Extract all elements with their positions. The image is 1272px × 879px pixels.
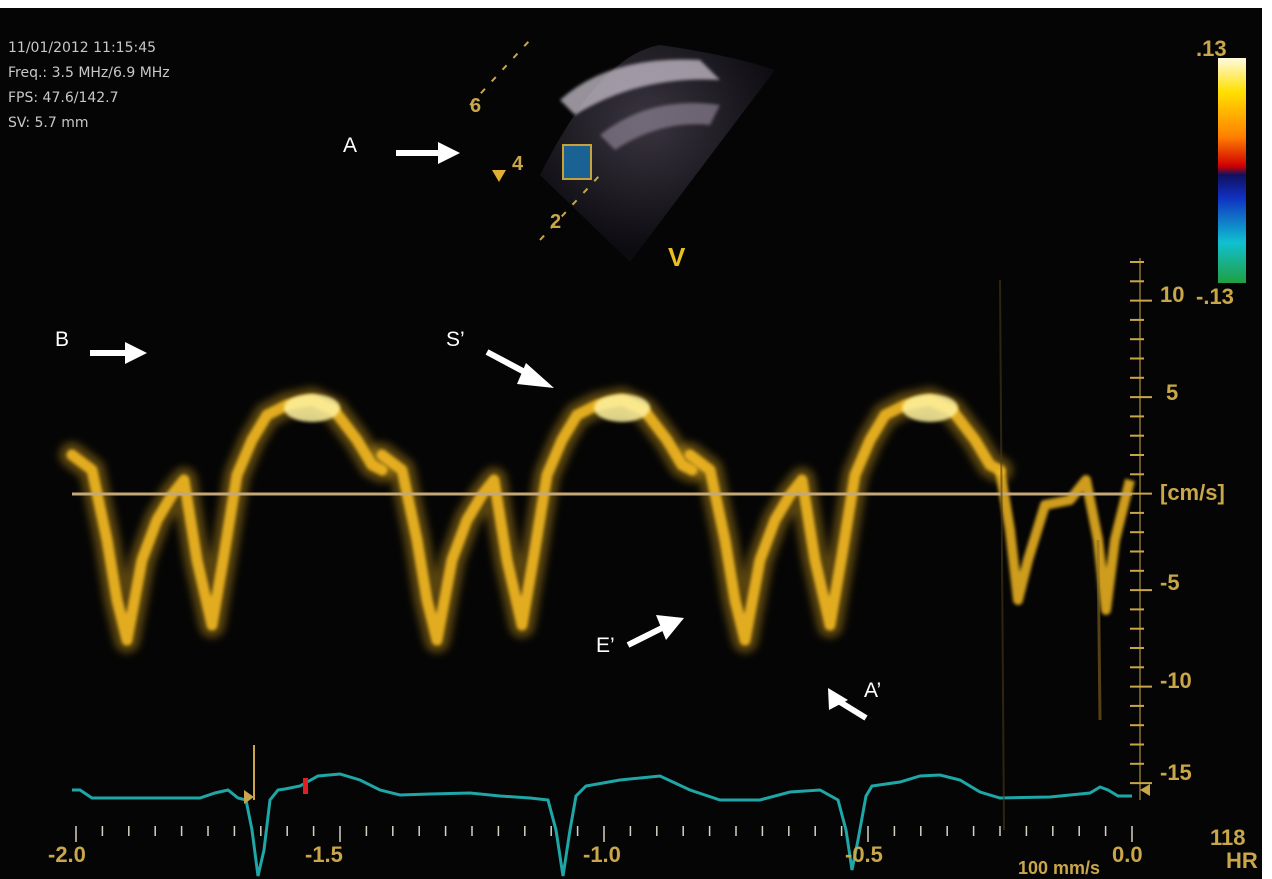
ecg-trace bbox=[72, 772, 1132, 877]
sample-volume-readout: SV: 5.7 mm bbox=[8, 115, 88, 131]
doppler-envelope-tail bbox=[995, 469, 1135, 615]
acquisition-datetime: 11/01/2012 11:15:45 bbox=[8, 40, 156, 56]
velocity-tick-neg10: -10 bbox=[1160, 668, 1192, 693]
focus-marker-icon bbox=[492, 170, 506, 182]
velocity-tick-neg15: -15 bbox=[1160, 760, 1192, 785]
systolic-peak-1 bbox=[284, 394, 340, 422]
arrow-e-prime-head-icon bbox=[656, 615, 684, 640]
sample-volume-box bbox=[562, 144, 592, 180]
depth-mark-2: 2 bbox=[550, 211, 561, 233]
artifact-line-2 bbox=[1096, 539, 1102, 721]
sector-echo-band bbox=[560, 59, 720, 115]
annotations: A B S’ E’ A’ bbox=[55, 134, 881, 721]
label-b: B bbox=[55, 328, 69, 351]
color-scale-top: .13 bbox=[1196, 36, 1227, 61]
arrow-e-prime-icon bbox=[626, 624, 666, 648]
arrow-a-head-icon bbox=[438, 142, 460, 164]
arrow-a-prime-icon bbox=[838, 699, 868, 721]
view-marker: V bbox=[668, 242, 686, 272]
fps-readout: FPS: 47.6/142.7 bbox=[8, 90, 119, 106]
depth-mark-4: 4 bbox=[512, 153, 524, 175]
velocity-tick-5: 5 bbox=[1166, 380, 1178, 405]
time-tick-neg1-5: -1.5 bbox=[305, 842, 343, 867]
time-axis: -2.0 -1.5 -1.0 -0.5 0.0 bbox=[48, 826, 1143, 867]
sector-echo-band-2 bbox=[600, 103, 720, 150]
depth-scale: 6 4 2 bbox=[469, 39, 601, 241]
ecg-marker-icon bbox=[244, 790, 254, 804]
color-scale: .13 -.13 bbox=[1196, 36, 1246, 309]
depth-mark-6: 6 bbox=[470, 95, 481, 117]
arrow-b-head-icon bbox=[125, 342, 147, 364]
color-scale-bottom: -.13 bbox=[1196, 284, 1234, 309]
sweep-speed: 100 mm/s bbox=[1018, 858, 1100, 878]
label-a: A bbox=[343, 134, 357, 157]
color-scale-bar bbox=[1218, 58, 1246, 283]
label-a-prime: A’ bbox=[864, 679, 881, 702]
velocity-axis: 10 5 [cm/s] -5 -10 -15 bbox=[1130, 258, 1225, 800]
time-tick-neg2: -2.0 bbox=[48, 842, 86, 867]
sector-image: 6 4 2 V bbox=[469, 39, 775, 272]
systolic-peak-2 bbox=[594, 394, 650, 422]
time-tick-neg1: -1.0 bbox=[583, 842, 621, 867]
label-s-prime: S’ bbox=[446, 328, 465, 351]
label-e-prime: E’ bbox=[596, 634, 615, 657]
velocity-unit: [cm/s] bbox=[1160, 480, 1225, 505]
doppler-spectrum bbox=[59, 387, 1135, 653]
time-tick-0: 0.0 bbox=[1112, 842, 1143, 867]
ecg-end-marker-icon bbox=[1140, 784, 1150, 796]
velocity-tick-neg5: -5 bbox=[1160, 570, 1180, 595]
acquisition-info: 11/01/2012 11:15:45 Freq.: 3.5 MHz/6.9 M… bbox=[8, 40, 170, 131]
arrow-a-prime-head-icon bbox=[828, 688, 848, 710]
arrow-s-prime-head-icon bbox=[517, 363, 554, 388]
frequency-readout: Freq.: 3.5 MHz/6.9 MHz bbox=[8, 65, 170, 81]
ecg bbox=[72, 745, 1150, 877]
time-tick-neg0-5: -0.5 bbox=[845, 842, 883, 867]
heart-rate-value: 118 bbox=[1210, 825, 1246, 850]
heart-rate-label: HR bbox=[1226, 848, 1258, 873]
ecg-red-marker bbox=[303, 778, 308, 794]
artifact-line bbox=[999, 279, 1005, 831]
systolic-peak-3 bbox=[902, 394, 958, 422]
velocity-tick-10: 10 bbox=[1160, 282, 1184, 307]
